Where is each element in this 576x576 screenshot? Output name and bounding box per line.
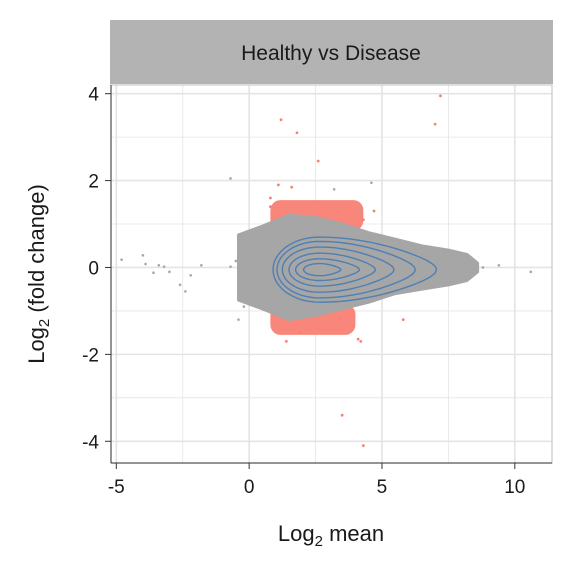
significant-point [439, 94, 442, 98]
significant-point [356, 337, 360, 341]
non-significant-point [178, 283, 182, 287]
non-significant-point [471, 259, 474, 263]
non-significant-point [359, 209, 363, 213]
significant-point [316, 326, 320, 330]
non-significant-point [239, 279, 243, 282]
significant-point [284, 339, 288, 343]
significant-point [361, 218, 365, 222]
facet-title: Healthy vs Disease [241, 42, 421, 65]
density-contour [276, 240, 416, 299]
non-significant-point [189, 274, 192, 277]
y-tick-label: -4 [82, 432, 99, 453]
density-contour [294, 258, 361, 282]
significant-point [359, 339, 363, 343]
x-tick-label: 10 [504, 477, 525, 498]
non-significant-point [157, 264, 161, 267]
significant-point [298, 331, 302, 335]
significant-point [279, 118, 283, 122]
significant-point [433, 122, 437, 126]
density-contour [281, 246, 395, 293]
significant-point [295, 131, 299, 135]
grid-lines [111, 85, 552, 463]
non-significant-point [242, 305, 246, 308]
non-significant-point [229, 265, 232, 268]
non-significant-point [184, 290, 187, 293]
facet-strip [110, 20, 553, 84]
density-contour [302, 262, 342, 277]
non-significant-point [141, 254, 145, 257]
significant-point [401, 318, 405, 322]
x-axis: -5 0 5 10 [108, 462, 552, 498]
non-significant-point [393, 272, 397, 276]
non-significant-point [168, 270, 171, 274]
significant-point [268, 196, 272, 200]
significant-point [290, 185, 294, 189]
y-tick-label: 2 [88, 172, 99, 193]
y-axis: -4 -2 0 2 4 [82, 85, 112, 463]
significant-point [268, 205, 272, 209]
significant-point [361, 444, 365, 448]
y-tick-label: 0 [88, 258, 99, 279]
significant-point [276, 183, 280, 187]
non-significant-point [234, 259, 238, 263]
non-significant-point [229, 177, 232, 180]
non-significant-point [200, 264, 203, 267]
significant-point [372, 209, 376, 213]
non-significant-point [162, 265, 166, 268]
x-axis-title: Log2 mean [278, 521, 384, 550]
non-significant-point [370, 181, 373, 185]
data-points [120, 94, 533, 448]
density-contours [272, 236, 438, 303]
significant-point [338, 318, 341, 322]
non-significant-point [120, 258, 123, 261]
significant-point [316, 159, 320, 163]
non-significant-point [332, 187, 336, 191]
x-tick-label: 5 [377, 477, 388, 498]
non-significant-point [237, 318, 240, 321]
y-axis-title: Log2 (fold change) [24, 184, 53, 364]
plot-panel [110, 84, 553, 464]
density-contour [288, 252, 377, 287]
y-tick-label: -2 [82, 345, 99, 366]
non-significant-point [481, 266, 485, 269]
non-significant-point [529, 270, 533, 274]
non-significant-point [497, 264, 501, 267]
x-tick-label: -5 [108, 477, 125, 498]
x-tick-label: 0 [244, 477, 255, 498]
non-significant-point [152, 271, 155, 274]
significant-point [340, 413, 344, 417]
density-contour [272, 236, 438, 303]
non-significant-point [144, 262, 147, 266]
y-tick-label: 4 [88, 85, 99, 106]
